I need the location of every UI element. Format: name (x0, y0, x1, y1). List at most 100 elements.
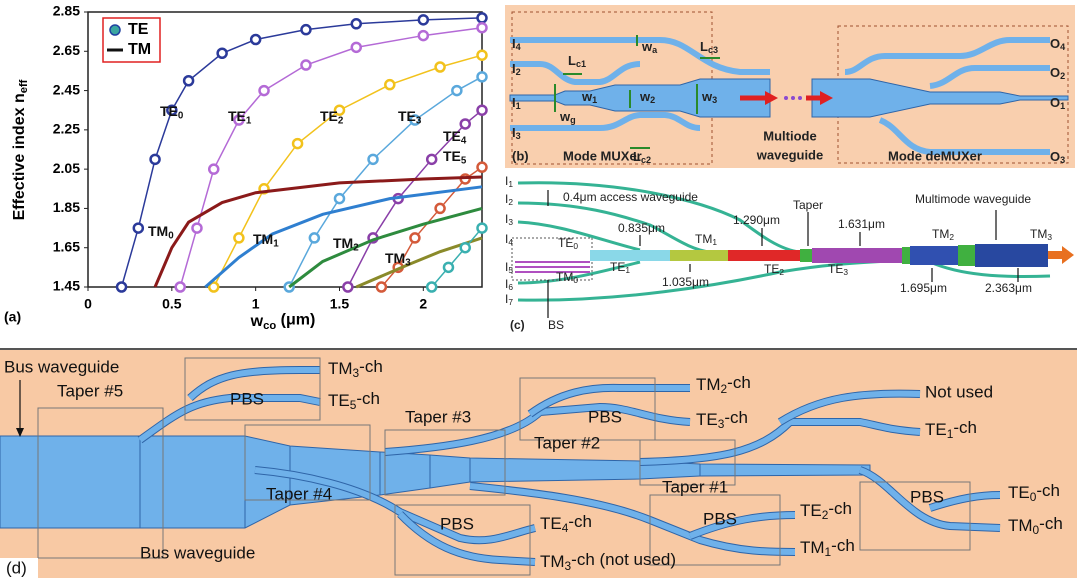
subscript: 2 (949, 232, 954, 242)
subscript: 6 (508, 282, 513, 292)
text-part: TM (148, 223, 168, 239)
panel-label: (d) (6, 558, 27, 577)
data-point (117, 283, 126, 292)
text-part: -ch (1036, 482, 1060, 501)
label: Taper #1 (662, 477, 728, 496)
subscript: 7 (508, 297, 513, 307)
subscript: 2 (516, 68, 521, 78)
text-part: -ch (828, 500, 852, 519)
label: Not used (925, 382, 993, 401)
data-point (478, 51, 487, 60)
data-point (310, 233, 319, 242)
bus-segment (975, 244, 1048, 267)
subscript: 0 (573, 275, 578, 285)
section-label: waveguide (756, 147, 823, 162)
subscript: 1 (1060, 102, 1065, 112)
note: 2.363μm (985, 281, 1032, 295)
text-part: -ch (831, 537, 855, 556)
text-part: TE (320, 108, 338, 124)
x-axis-label: wco (μm) (250, 312, 316, 332)
note: 1.695μm (900, 281, 947, 295)
text-part: TM (540, 552, 565, 571)
subscript: 3 (712, 96, 717, 106)
bus-segment (812, 248, 902, 263)
subscript: c2 (641, 156, 651, 166)
subscript: 2 (508, 197, 513, 207)
y-axis-label: Effective index neff (11, 79, 30, 220)
data-point (419, 31, 428, 40)
label: Taper #3 (405, 407, 471, 426)
data-point (335, 194, 344, 203)
text-part: O (1050, 36, 1060, 51)
text-part: TE (610, 260, 625, 274)
text-part: TM (696, 375, 721, 394)
y-tick-label: 1.65 (53, 238, 80, 254)
port-label: I5 (505, 260, 513, 275)
data-point (301, 25, 310, 34)
label: PBS (440, 514, 474, 533)
panel-label: (b) (512, 148, 529, 163)
subscript: 2 (353, 242, 359, 253)
subscript: 1 (273, 238, 279, 249)
note: 0.835μm (618, 221, 665, 235)
text-part: TM (328, 359, 353, 378)
subscript: 1 (625, 265, 630, 275)
data-point (410, 233, 419, 242)
panel-a: (a) wco (μm) Effective index neff 1.451.… (4, 3, 487, 332)
x-tick-label: 1 (252, 296, 260, 312)
port-label: I1 (505, 174, 513, 189)
text-part: L (700, 39, 708, 54)
subscript: 1 (516, 102, 521, 112)
label: PBS (703, 509, 737, 528)
subscript: 0 (573, 241, 578, 251)
note: BS (548, 318, 564, 332)
data-point (478, 23, 487, 32)
data-point (419, 15, 428, 24)
mode-label: TM3 (1030, 227, 1052, 242)
bus-segment (800, 249, 812, 262)
data-point (461, 243, 470, 252)
y-tick-label: 2.05 (53, 160, 80, 176)
data-point (176, 283, 185, 292)
text-part: -ch (1039, 515, 1063, 534)
output-arrow (1048, 246, 1074, 264)
text-part: TE (828, 262, 843, 276)
text-part: TE (328, 391, 350, 410)
data-point (184, 76, 193, 85)
label: PBS (910, 487, 944, 506)
data-point (444, 263, 453, 272)
data-point (436, 204, 445, 213)
data-point (293, 139, 302, 148)
panel-label: (c) (510, 318, 525, 332)
access-waveguide (518, 203, 710, 252)
bus-segment (902, 247, 910, 264)
panel-c: I1 I2 I3 I4 I5 I6 I7 0.4μm access wavegu… (505, 174, 1074, 332)
text-part: O (1050, 65, 1060, 80)
text-part: (μm) (276, 312, 315, 329)
data-point (377, 283, 386, 292)
data-point (478, 163, 487, 172)
subscript: 3 (508, 217, 513, 227)
x-tick-label: 2 (419, 296, 427, 312)
data-point (436, 63, 445, 72)
data-point (369, 155, 378, 164)
port-label: I4 (505, 232, 513, 247)
subscript: 4 (461, 135, 467, 146)
subscript: g (570, 116, 576, 126)
text-part: -ch (724, 409, 748, 428)
text-part: -ch (568, 513, 592, 532)
label: Taper #4 (266, 484, 332, 503)
subscript: 3 (516, 132, 521, 142)
text-part: L (568, 53, 576, 68)
subscript: 3 (1060, 156, 1065, 166)
mode-profile (515, 262, 590, 272)
text-part: TM (333, 235, 353, 251)
data-point (301, 61, 310, 70)
text-part: TE (558, 236, 573, 250)
text-part: O (1050, 95, 1060, 110)
legend-marker (110, 25, 120, 35)
subscript: c3 (708, 46, 718, 56)
text-part: TM (800, 538, 825, 557)
bus-segment (670, 250, 728, 261)
subscript: co (263, 320, 276, 332)
